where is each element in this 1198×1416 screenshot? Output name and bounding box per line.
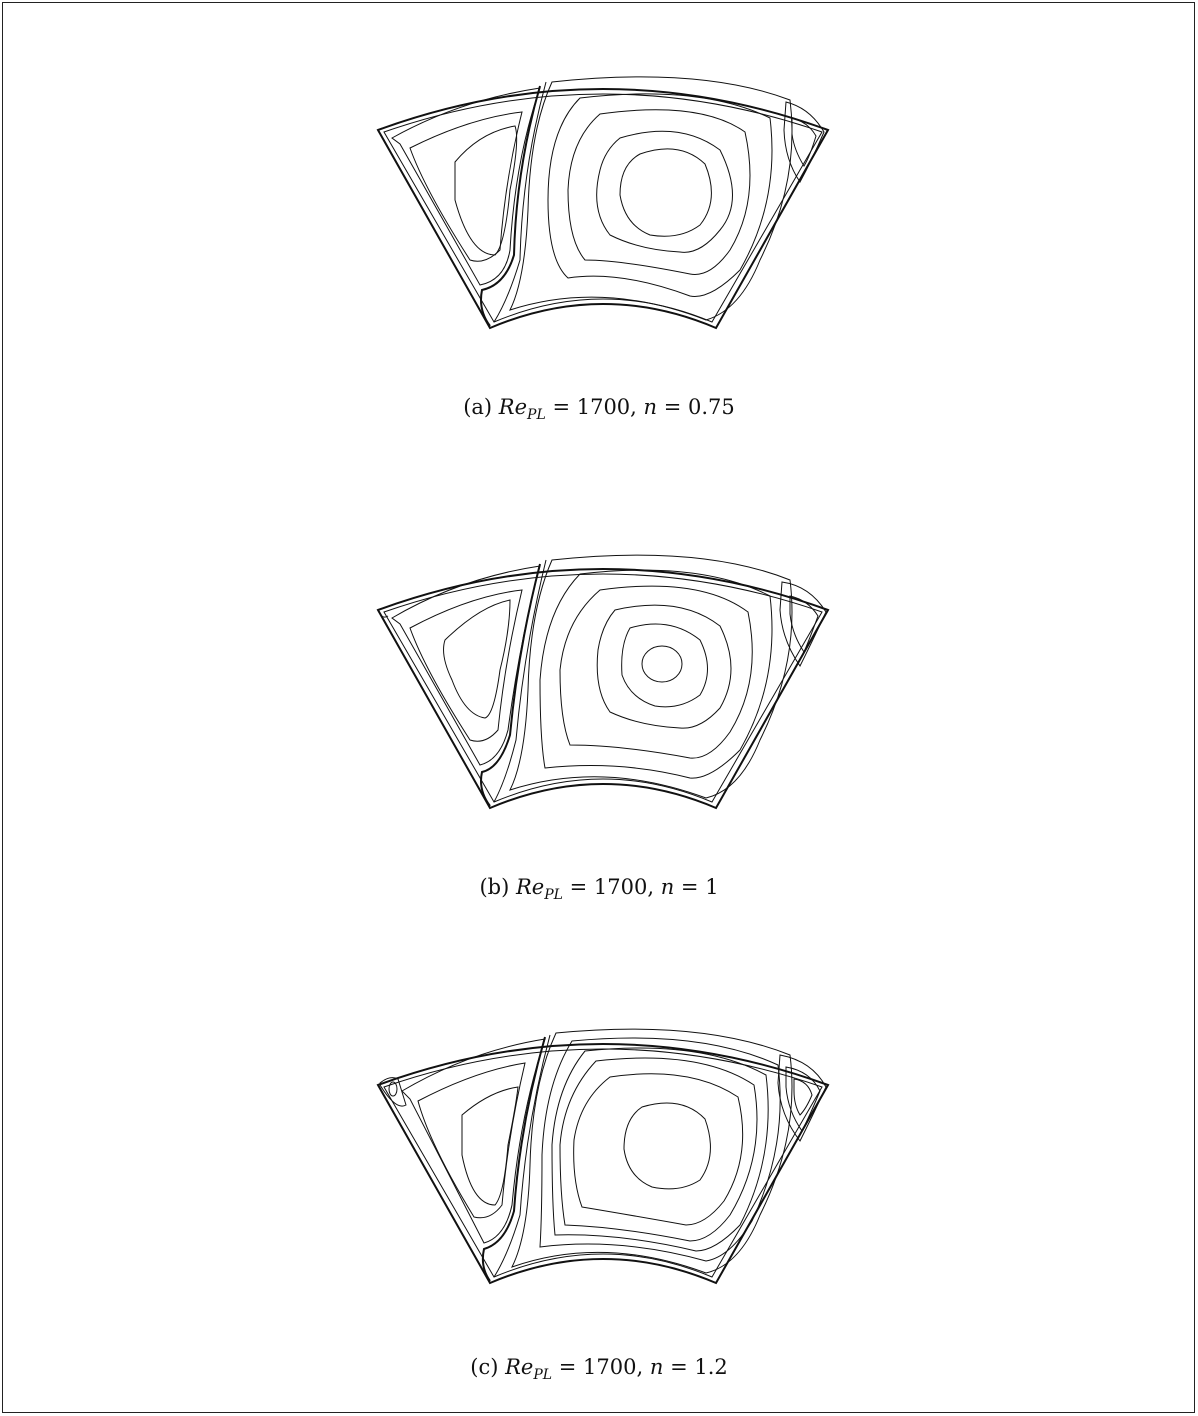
caption-neq: = 0.75 <box>663 395 735 419</box>
main-vortex-2 <box>547 93 773 297</box>
left-vortex-core <box>443 599 511 719</box>
main-vortex-4 <box>596 130 733 253</box>
main-vortex-3 <box>551 1047 769 1252</box>
caption-sub: PL <box>527 407 546 424</box>
caption-b: (b) RePL = 1700, n = 1 <box>0 875 1198 903</box>
main-vortex-core <box>619 148 712 237</box>
main-vortex-2 <box>539 1037 781 1262</box>
main-vortex-1 <box>511 1028 793 1274</box>
left-vortex-outer <box>401 1038 546 1244</box>
left-vortex-mid <box>417 1062 526 1219</box>
left-vortex-core <box>461 1086 519 1206</box>
panel-a <box>0 60 1198 350</box>
main-vortex-4 <box>596 604 732 729</box>
caption-eq: = 1700, <box>569 875 655 899</box>
caption-nvar: n <box>643 395 658 419</box>
right-corner-vortex-outer <box>783 101 825 183</box>
main-vortex-3 <box>567 109 751 275</box>
main-vortex-5 <box>573 1073 744 1226</box>
sector-outline <box>376 568 830 810</box>
caption-neq: = 1 <box>680 875 719 899</box>
streamline-plot-b <box>376 554 830 810</box>
main-vortex-3 <box>559 585 753 759</box>
sector-outline <box>376 88 830 330</box>
caption-a: (a) RePL = 1700, n = 0.75 <box>0 395 1198 423</box>
left-vortex-mid <box>409 111 523 262</box>
left-vortex-mid <box>409 589 523 742</box>
right-corner-vortex-outer <box>777 1054 827 1142</box>
main-vortex-4 <box>559 1057 758 1242</box>
streamline-plot-a <box>376 76 830 330</box>
main-vortex-5 <box>621 623 708 708</box>
streamline-plot-c <box>376 1028 830 1285</box>
right-corner-vortex-mid <box>785 1066 821 1132</box>
right-corner-vortex-core <box>789 595 819 654</box>
caption-sub: PL <box>544 887 563 904</box>
caption-var: Re <box>515 875 545 899</box>
caption-tag: (b) <box>479 875 510 899</box>
caption-var: Re <box>505 1355 534 1379</box>
main-vortex-1 <box>509 554 793 799</box>
left-corner-eddy <box>379 1077 407 1107</box>
sector-outline <box>376 1043 830 1285</box>
main-vortex-2 <box>539 569 773 779</box>
caption-eq: = 1700, <box>552 395 637 419</box>
main-vortex-core <box>641 645 683 683</box>
caption-tag: (c) <box>470 1355 499 1379</box>
left-vortex-core <box>454 125 518 256</box>
caption-var: Re <box>498 395 528 419</box>
right-corner-vortex-core <box>793 1078 813 1116</box>
caption-eq: = 1700, <box>558 1355 644 1379</box>
right-corner-vortex-outer <box>779 581 827 667</box>
caption-nvar: n <box>649 1355 664 1379</box>
left-vortex-outer <box>391 87 541 286</box>
caption-neq: = 1.2 <box>670 1355 728 1379</box>
main-vortex-1 <box>509 76 793 321</box>
left-vortex-outer <box>391 565 541 766</box>
caption-sub: PL <box>533 1367 553 1384</box>
caption-c: (c) RePL = 1700, n = 1.2 <box>0 1355 1198 1383</box>
panel-c <box>0 1015 1198 1305</box>
caption-tag: (a) <box>463 395 493 419</box>
right-corner-vortex-core <box>791 117 817 167</box>
main-vortex-core <box>623 1102 711 1190</box>
panel-b <box>0 540 1198 830</box>
caption-nvar: n <box>660 875 675 899</box>
